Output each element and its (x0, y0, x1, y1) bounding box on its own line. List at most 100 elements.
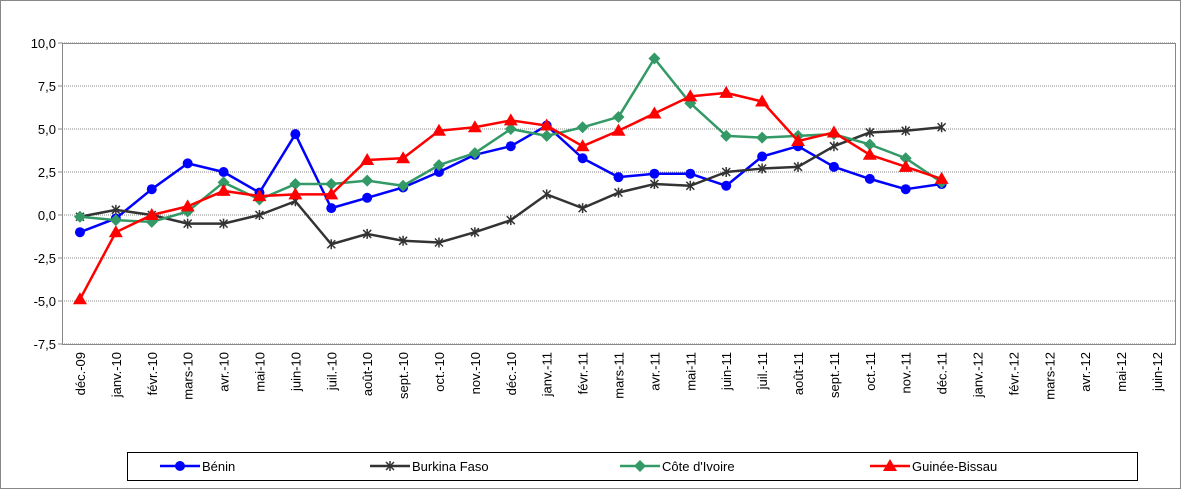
marker (74, 227, 85, 238)
marker (721, 167, 731, 177)
marker (180, 199, 195, 212)
x-tick-label: oct.-10 (432, 352, 447, 392)
marker (647, 106, 662, 119)
y-tick-label: 5,0 (38, 122, 56, 137)
y-tick-label: 10,0 (31, 36, 56, 51)
marker (829, 141, 839, 152)
marker (575, 139, 590, 152)
x-tick-label: mars-12 (1042, 352, 1057, 400)
marker (934, 171, 949, 184)
x-tick-label: nov.-10 (468, 352, 483, 394)
x-tick-label: août-10 (360, 352, 375, 396)
marker (720, 129, 733, 142)
marker (433, 167, 444, 177)
marker (826, 125, 841, 138)
marker (901, 125, 911, 136)
x-tick-label: juil.-11 (755, 352, 770, 390)
marker (218, 167, 229, 177)
marker (685, 180, 695, 191)
marker (289, 178, 302, 191)
x-tick-label: sept.-10 (396, 352, 411, 399)
marker (325, 178, 338, 191)
marker (721, 180, 732, 191)
x-tick-label: oct.-11 (863, 352, 878, 391)
marker (216, 183, 231, 196)
marker (828, 161, 839, 172)
marker (396, 151, 411, 164)
marker (863, 138, 876, 151)
y-tick-label: -5,0 (34, 294, 56, 309)
marker (111, 204, 121, 215)
x-tick-label: avr.-10 (217, 352, 232, 392)
x-tick-label: déc.-09 (73, 352, 88, 395)
marker (576, 121, 589, 134)
marker (398, 235, 408, 246)
marker (898, 159, 913, 172)
marker (326, 203, 337, 214)
legend-label: Côte d'Ivoire (662, 459, 735, 474)
marker (503, 113, 518, 126)
x-tick-label: sept.-11 (827, 352, 842, 398)
marker (360, 152, 375, 165)
marker (470, 227, 480, 238)
marker (505, 141, 516, 152)
marker (288, 187, 303, 200)
legend-label: Guinée-Bissau (912, 459, 997, 474)
marker (719, 85, 734, 98)
legend-box (127, 452, 1138, 481)
marker (72, 292, 87, 305)
marker (361, 174, 374, 187)
marker (648, 52, 661, 65)
marker (683, 89, 698, 102)
x-tick-label: mai-10 (252, 352, 267, 392)
marker (757, 163, 767, 174)
x-tick-label: déc.-10 (504, 352, 519, 395)
x-tick-label: janv.-11 (540, 352, 555, 397)
legend-marker (883, 459, 897, 471)
marker (326, 239, 336, 250)
marker (434, 237, 444, 248)
x-tick-label: mars-10 (181, 352, 196, 400)
marker (865, 127, 875, 138)
y-tick-label: 0,0 (38, 208, 56, 223)
marker (578, 203, 588, 214)
y-tick-label: 7,5 (38, 79, 56, 94)
marker (611, 123, 626, 136)
marker (468, 147, 481, 160)
marker (183, 218, 193, 229)
marker (432, 159, 445, 172)
marker (900, 184, 911, 195)
marker (757, 151, 768, 162)
marker (540, 129, 553, 142)
marker (613, 187, 624, 198)
marker (612, 110, 625, 123)
marker (182, 158, 193, 169)
x-tick-label: déc.-11 (935, 352, 950, 394)
marker (146, 184, 157, 195)
marker (108, 225, 123, 238)
marker (254, 210, 264, 220)
marker (467, 120, 482, 133)
x-tick-label: août-11 (791, 352, 806, 395)
x-tick-label: mars-11 (612, 352, 627, 399)
x-tick-label: juin-12 (1150, 352, 1165, 392)
marker (252, 189, 267, 202)
marker (864, 173, 875, 184)
marker (397, 179, 410, 192)
x-tick-label: févr.-11 (576, 352, 591, 394)
marker (755, 94, 770, 107)
marker (539, 118, 554, 131)
x-tick-label: janv.-10 (109, 352, 124, 398)
marker (431, 123, 446, 136)
marker (362, 228, 372, 239)
x-tick-label: janv.-12 (971, 352, 986, 398)
marker (791, 134, 806, 147)
x-tick-label: févr.-10 (145, 352, 160, 395)
marker (613, 172, 624, 183)
marker (685, 168, 696, 179)
y-tick-label: -2,5 (34, 251, 56, 266)
x-tick-label: avr.-11 (647, 352, 662, 391)
marker (577, 153, 588, 164)
x-tick-label: juil.-10 (324, 352, 339, 391)
